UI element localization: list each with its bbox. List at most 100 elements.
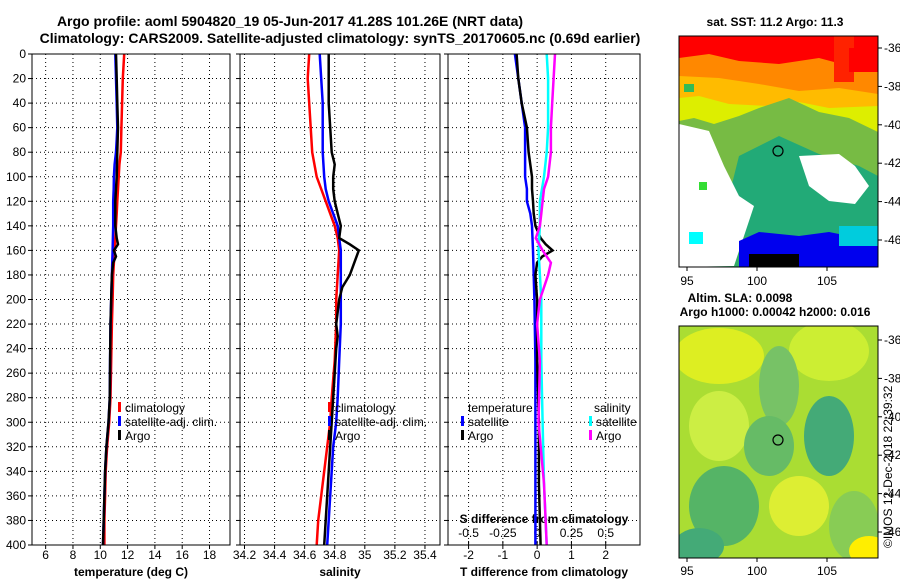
x-tick-label: 18 xyxy=(203,548,217,562)
difference-panel: -2 -1 0 1 2 -0.5 -0.25 0 0.25 0.5S difference fro… xyxy=(444,53,641,579)
temperature-legend: climatology satellite-adj. clim. Argo xyxy=(118,401,217,443)
depth-tick-label: 40 xyxy=(13,96,27,110)
legend-header-salinity: salinity xyxy=(594,401,631,415)
lon-tick-label: 105 xyxy=(817,564,837,578)
depth-tick-label: 300 xyxy=(6,415,26,429)
x-tick-label: 34.2 xyxy=(233,548,257,562)
sla-map-title-1: Altim. SLA: 0.0098 xyxy=(688,291,793,305)
x-axis-label: salinity xyxy=(319,565,361,579)
credit-label: ©IMOS 12-Dec-2018 22:39:32 xyxy=(881,385,895,548)
depth-tick-label: 120 xyxy=(6,194,26,208)
sst-map-frame xyxy=(678,35,879,268)
depth-tick-label: 80 xyxy=(13,145,27,159)
s-tick-label: -0.25 xyxy=(489,526,517,540)
lat-tick-label: -36 xyxy=(884,41,900,55)
lon-tick-label: 100 xyxy=(747,274,767,288)
series-line-climatology xyxy=(103,53,126,545)
x-tick-label: 14 xyxy=(148,548,162,562)
x-tick-label: 35 xyxy=(358,548,372,562)
x-tick-label: 10 xyxy=(94,548,108,562)
sla-map-frame xyxy=(678,325,879,559)
x-tick-label: 35.2 xyxy=(383,548,407,562)
legend-label-climatology: climatology xyxy=(335,401,395,415)
legend-swatch-climatology xyxy=(118,402,121,412)
x-axis-label: T difference from climatology xyxy=(460,565,628,579)
legend-label-t-argo: Argo xyxy=(468,429,494,443)
sla-map-axes: -36 -38 -40 -42 -44 -46 95 100 105 xyxy=(680,333,900,578)
series-line-argo xyxy=(101,53,120,546)
depth-tick-label: 60 xyxy=(13,121,27,135)
sst-map-title: sat. SST: 11.2 Argo: 11.3 xyxy=(707,15,844,29)
sla-argo-location-marker xyxy=(772,434,784,446)
temperature-panel: 0 20 40 60 80 100 120 140 160 180 200 220 240 260 280 3… xyxy=(6,47,231,579)
series-line-argo xyxy=(322,54,361,546)
series-line-climatology xyxy=(306,53,341,546)
depth-tick-label: 400 xyxy=(6,538,26,552)
x-tick-label: 12 xyxy=(121,548,135,562)
legend-label-s-satellite: satellite xyxy=(596,415,637,429)
depth-tick-label: 360 xyxy=(6,489,26,503)
lon-tick-label: 95 xyxy=(680,564,694,578)
lon-tick-label: 100 xyxy=(747,564,767,578)
difference-legend: temperature satellite Argo salinity sate… xyxy=(461,401,637,443)
depth-tick-label: 20 xyxy=(13,72,27,86)
x-tick-label: 35.4 xyxy=(413,548,437,562)
title-line-1: Argo profile: aoml 5904820_19 05-Jun-201… xyxy=(57,13,523,29)
legend-swatch-satellite-adj xyxy=(118,416,121,426)
lat-tick-label: -44 xyxy=(884,195,900,209)
s-tick-label: 0.5 xyxy=(597,526,614,540)
x-tick-label: 2 xyxy=(602,548,609,562)
legend-swatch-argo xyxy=(328,430,331,440)
depth-tick-label: 220 xyxy=(6,317,26,331)
salinity-panel: 34.2 34.4 34.6 34.8 35 35.2 35.4 salinity xyxy=(233,53,441,579)
depth-tick-label: 280 xyxy=(6,391,26,405)
lat-tick-label: -36 xyxy=(884,333,900,347)
sst-map-axes: -36 -38 -40 -42 -44 -46 95 100 105 xyxy=(680,41,900,288)
sst-argo-location-marker xyxy=(772,145,784,157)
legend-swatch-climatology xyxy=(328,402,331,412)
x-tick-label: 16 xyxy=(176,548,190,562)
x-tick-label: 34.8 xyxy=(323,548,347,562)
legend-swatch-s-satellite xyxy=(589,416,592,426)
lat-tick-label: -38 xyxy=(884,371,900,385)
legend-label-t-satellite: satellite xyxy=(468,415,509,429)
legend-label-argo: Argo xyxy=(125,429,151,443)
lat-tick-label: -40 xyxy=(884,118,900,132)
legend-label-satellite-adj: satellite-adj. clim. xyxy=(125,415,217,429)
depth-tick-label: 180 xyxy=(6,268,26,282)
lat-tick-label: -40 xyxy=(884,410,900,424)
x-tick-label: -1 xyxy=(498,548,509,562)
legend-swatch-t-satellite xyxy=(461,416,464,426)
legend-swatch-t-argo xyxy=(461,430,464,440)
sla-map-image xyxy=(679,326,878,558)
s-tick-label: -0.5 xyxy=(458,526,479,540)
lat-tick-label: -42 xyxy=(884,156,900,170)
x-tick-label: 8 xyxy=(70,548,77,562)
salinity-legend: climatology satellite-adj. clim. Argo xyxy=(328,401,427,443)
lat-tick-label: -38 xyxy=(884,79,900,93)
x-tick-label: 1 xyxy=(568,548,575,562)
x-tick-label: 34.6 xyxy=(293,548,317,562)
plot-frame xyxy=(447,53,641,546)
legend-label-argo: Argo xyxy=(335,429,361,443)
lat-tick-label: -46 xyxy=(884,525,900,539)
legend-header-temperature: temperature xyxy=(468,401,533,415)
sla-map: Altim. SLA: 0.0098 Argo h1000: 0.00042 h… xyxy=(678,291,900,578)
depth-tick-label: 380 xyxy=(6,513,26,527)
legend-swatch-satellite-adj xyxy=(328,416,331,426)
s-tick-label: 0 xyxy=(534,526,541,540)
x-tick-label: -2 xyxy=(463,548,474,562)
x-axis-label: temperature (deg C) xyxy=(74,565,188,579)
lat-tick-label: -46 xyxy=(884,233,900,247)
legend-swatch-argo xyxy=(118,430,121,440)
lat-tick-label: -44 xyxy=(884,487,900,501)
legend-swatch-s-argo xyxy=(589,430,592,440)
legend-label-satellite-adj: satellite-adj. clim. xyxy=(335,415,427,429)
sst-map: sat. SST: 11.2 Argo: 11.3 -36 -38 -40 -42 -4… xyxy=(678,15,900,288)
x-tick-label: 34.4 xyxy=(263,548,287,562)
depth-tick-label: 200 xyxy=(6,293,26,307)
plot-frame xyxy=(31,53,231,546)
depth-tick-label: 340 xyxy=(6,464,26,478)
depth-tick-label: 100 xyxy=(6,170,26,184)
